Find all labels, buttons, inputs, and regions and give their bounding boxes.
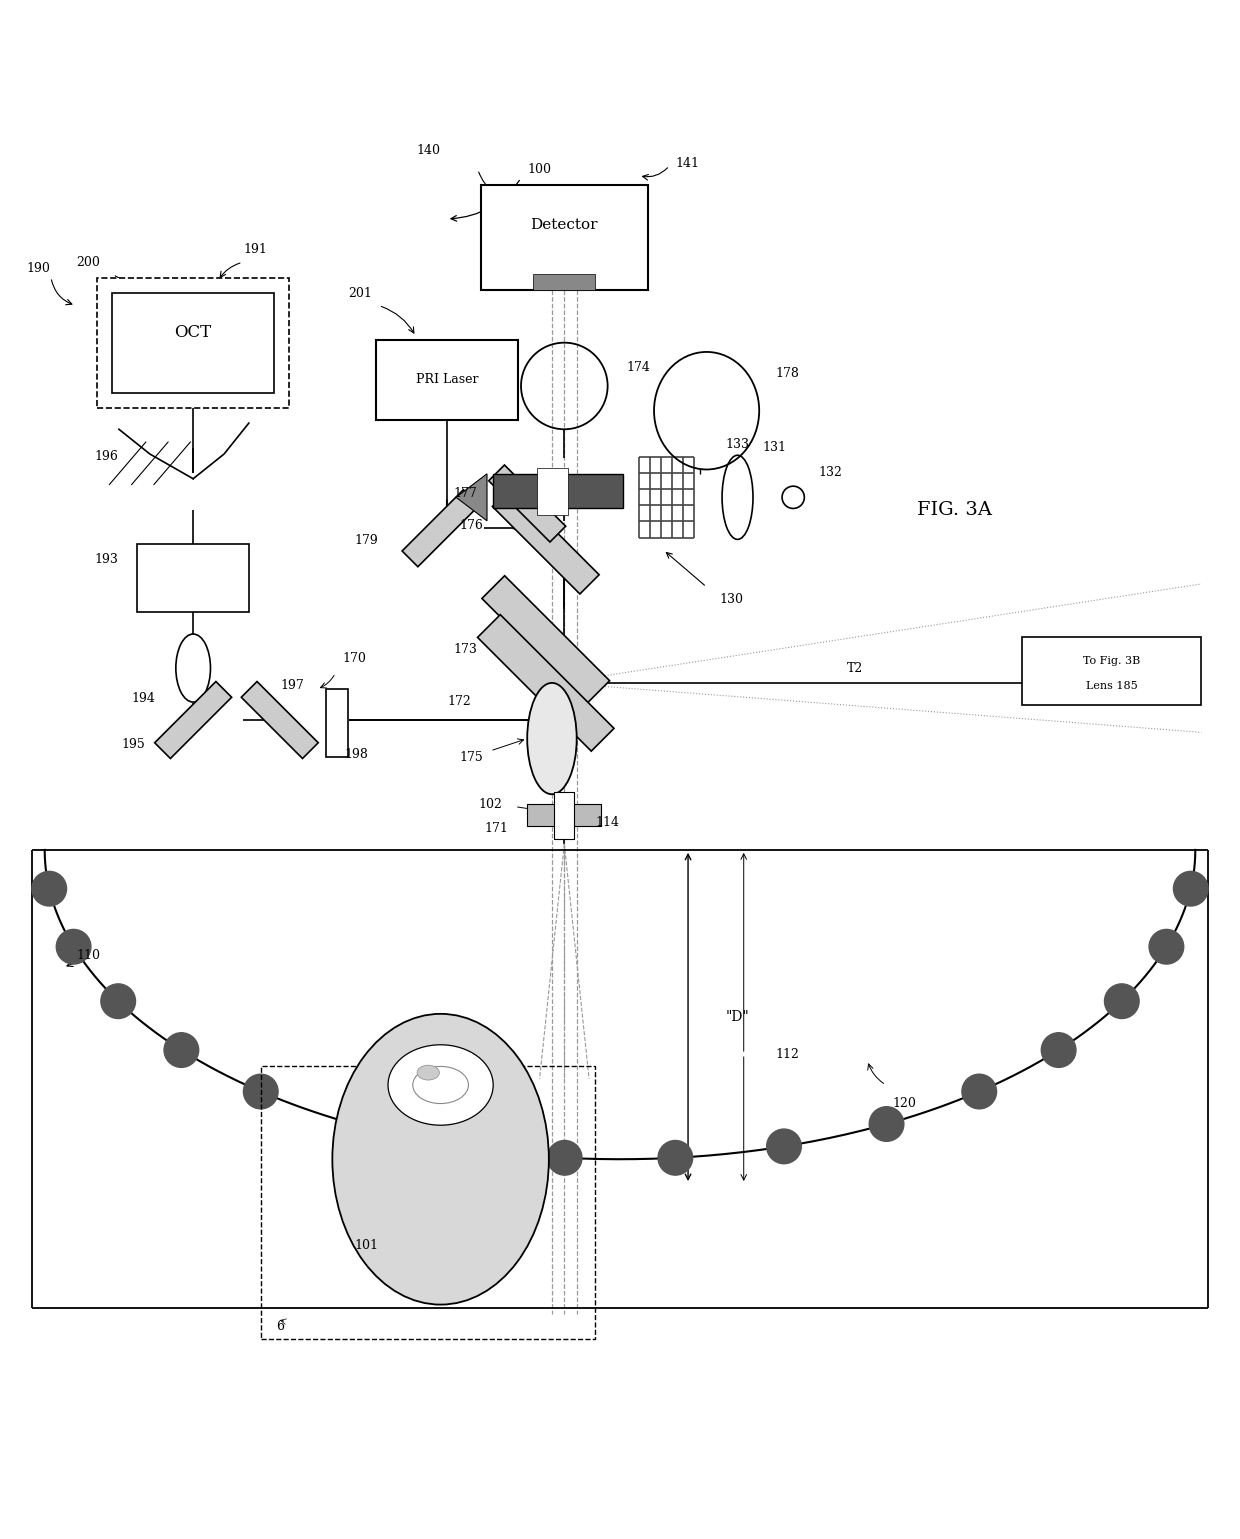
- Text: 170: 170: [342, 651, 366, 665]
- Text: 174: 174: [626, 362, 651, 374]
- Polygon shape: [477, 614, 614, 751]
- Bar: [533, 274, 595, 289]
- Text: OCT: OCT: [175, 325, 212, 342]
- Text: 6: 6: [275, 1320, 284, 1333]
- Ellipse shape: [417, 1065, 439, 1080]
- Circle shape: [658, 1140, 693, 1176]
- Text: 201: 201: [348, 286, 372, 300]
- Bar: [97, 277, 289, 408]
- Text: 173: 173: [454, 643, 477, 656]
- Text: 100: 100: [527, 163, 552, 175]
- Text: PRI Laser: PRI Laser: [415, 374, 479, 386]
- Circle shape: [1105, 983, 1140, 1019]
- Ellipse shape: [388, 1045, 494, 1125]
- Text: 114: 114: [595, 816, 620, 830]
- Text: 130: 130: [719, 593, 743, 606]
- Bar: [112, 292, 274, 392]
- Text: To Fig. 3B: To Fig. 3B: [1084, 656, 1141, 666]
- Text: Detector: Detector: [531, 219, 598, 232]
- Bar: [326, 689, 347, 757]
- Circle shape: [1042, 1033, 1076, 1068]
- Text: FIG. 3A: FIG. 3A: [916, 500, 992, 519]
- Text: Lens 185: Lens 185: [1086, 682, 1137, 691]
- Circle shape: [962, 1074, 997, 1108]
- Bar: [527, 805, 558, 826]
- Circle shape: [164, 1033, 198, 1068]
- Bar: [1022, 637, 1202, 705]
- Bar: [481, 185, 647, 289]
- Ellipse shape: [176, 634, 211, 702]
- Bar: [554, 791, 574, 839]
- Text: 197: 197: [280, 679, 304, 693]
- Bar: [376, 340, 518, 420]
- Text: 140: 140: [417, 145, 440, 157]
- Bar: [570, 805, 601, 826]
- Circle shape: [336, 1107, 371, 1142]
- Text: 194: 194: [131, 693, 155, 705]
- Text: 191: 191: [243, 243, 267, 257]
- Circle shape: [100, 983, 135, 1019]
- Circle shape: [56, 930, 91, 963]
- Text: "D": "D": [725, 1010, 749, 1023]
- Bar: [537, 468, 568, 514]
- Text: 112: 112: [775, 1048, 799, 1060]
- Text: 178: 178: [775, 368, 799, 380]
- Polygon shape: [456, 474, 487, 520]
- Text: 196: 196: [94, 449, 119, 463]
- Circle shape: [439, 1130, 474, 1163]
- Polygon shape: [492, 488, 599, 594]
- Text: 132: 132: [818, 466, 842, 479]
- Bar: [494, 474, 622, 508]
- Ellipse shape: [527, 683, 577, 794]
- Circle shape: [547, 1140, 582, 1176]
- Text: 200: 200: [76, 255, 100, 269]
- Text: 195: 195: [122, 739, 145, 751]
- Text: 175: 175: [460, 751, 484, 763]
- Text: 141: 141: [676, 157, 699, 169]
- Text: 193: 193: [94, 553, 119, 566]
- Bar: [138, 543, 249, 613]
- Text: 176: 176: [460, 519, 484, 532]
- Text: 171: 171: [485, 822, 508, 836]
- Text: 179: 179: [355, 534, 378, 546]
- Text: 102: 102: [479, 797, 502, 811]
- Circle shape: [1173, 871, 1208, 906]
- Ellipse shape: [332, 1014, 549, 1305]
- Text: 110: 110: [76, 948, 100, 962]
- Text: 120: 120: [893, 1097, 916, 1110]
- Polygon shape: [242, 682, 319, 759]
- Text: 133: 133: [725, 439, 749, 451]
- Text: 190: 190: [26, 262, 51, 275]
- Circle shape: [243, 1074, 278, 1108]
- Circle shape: [766, 1130, 801, 1163]
- Polygon shape: [402, 489, 479, 566]
- Text: T2: T2: [847, 662, 863, 674]
- Polygon shape: [482, 576, 610, 703]
- Circle shape: [1149, 930, 1184, 963]
- Text: 177: 177: [454, 488, 477, 500]
- Bar: [262, 1067, 595, 1339]
- Text: 172: 172: [448, 696, 471, 708]
- Text: 198: 198: [345, 748, 368, 762]
- Circle shape: [869, 1107, 904, 1142]
- Text: 101: 101: [355, 1239, 378, 1253]
- Polygon shape: [489, 465, 565, 542]
- Circle shape: [32, 871, 67, 906]
- Polygon shape: [155, 682, 232, 759]
- Text: 131: 131: [763, 442, 786, 454]
